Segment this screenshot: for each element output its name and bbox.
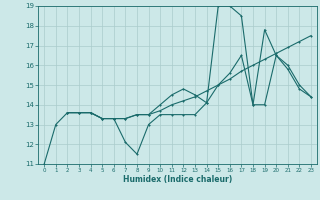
X-axis label: Humidex (Indice chaleur): Humidex (Indice chaleur): [123, 175, 232, 184]
